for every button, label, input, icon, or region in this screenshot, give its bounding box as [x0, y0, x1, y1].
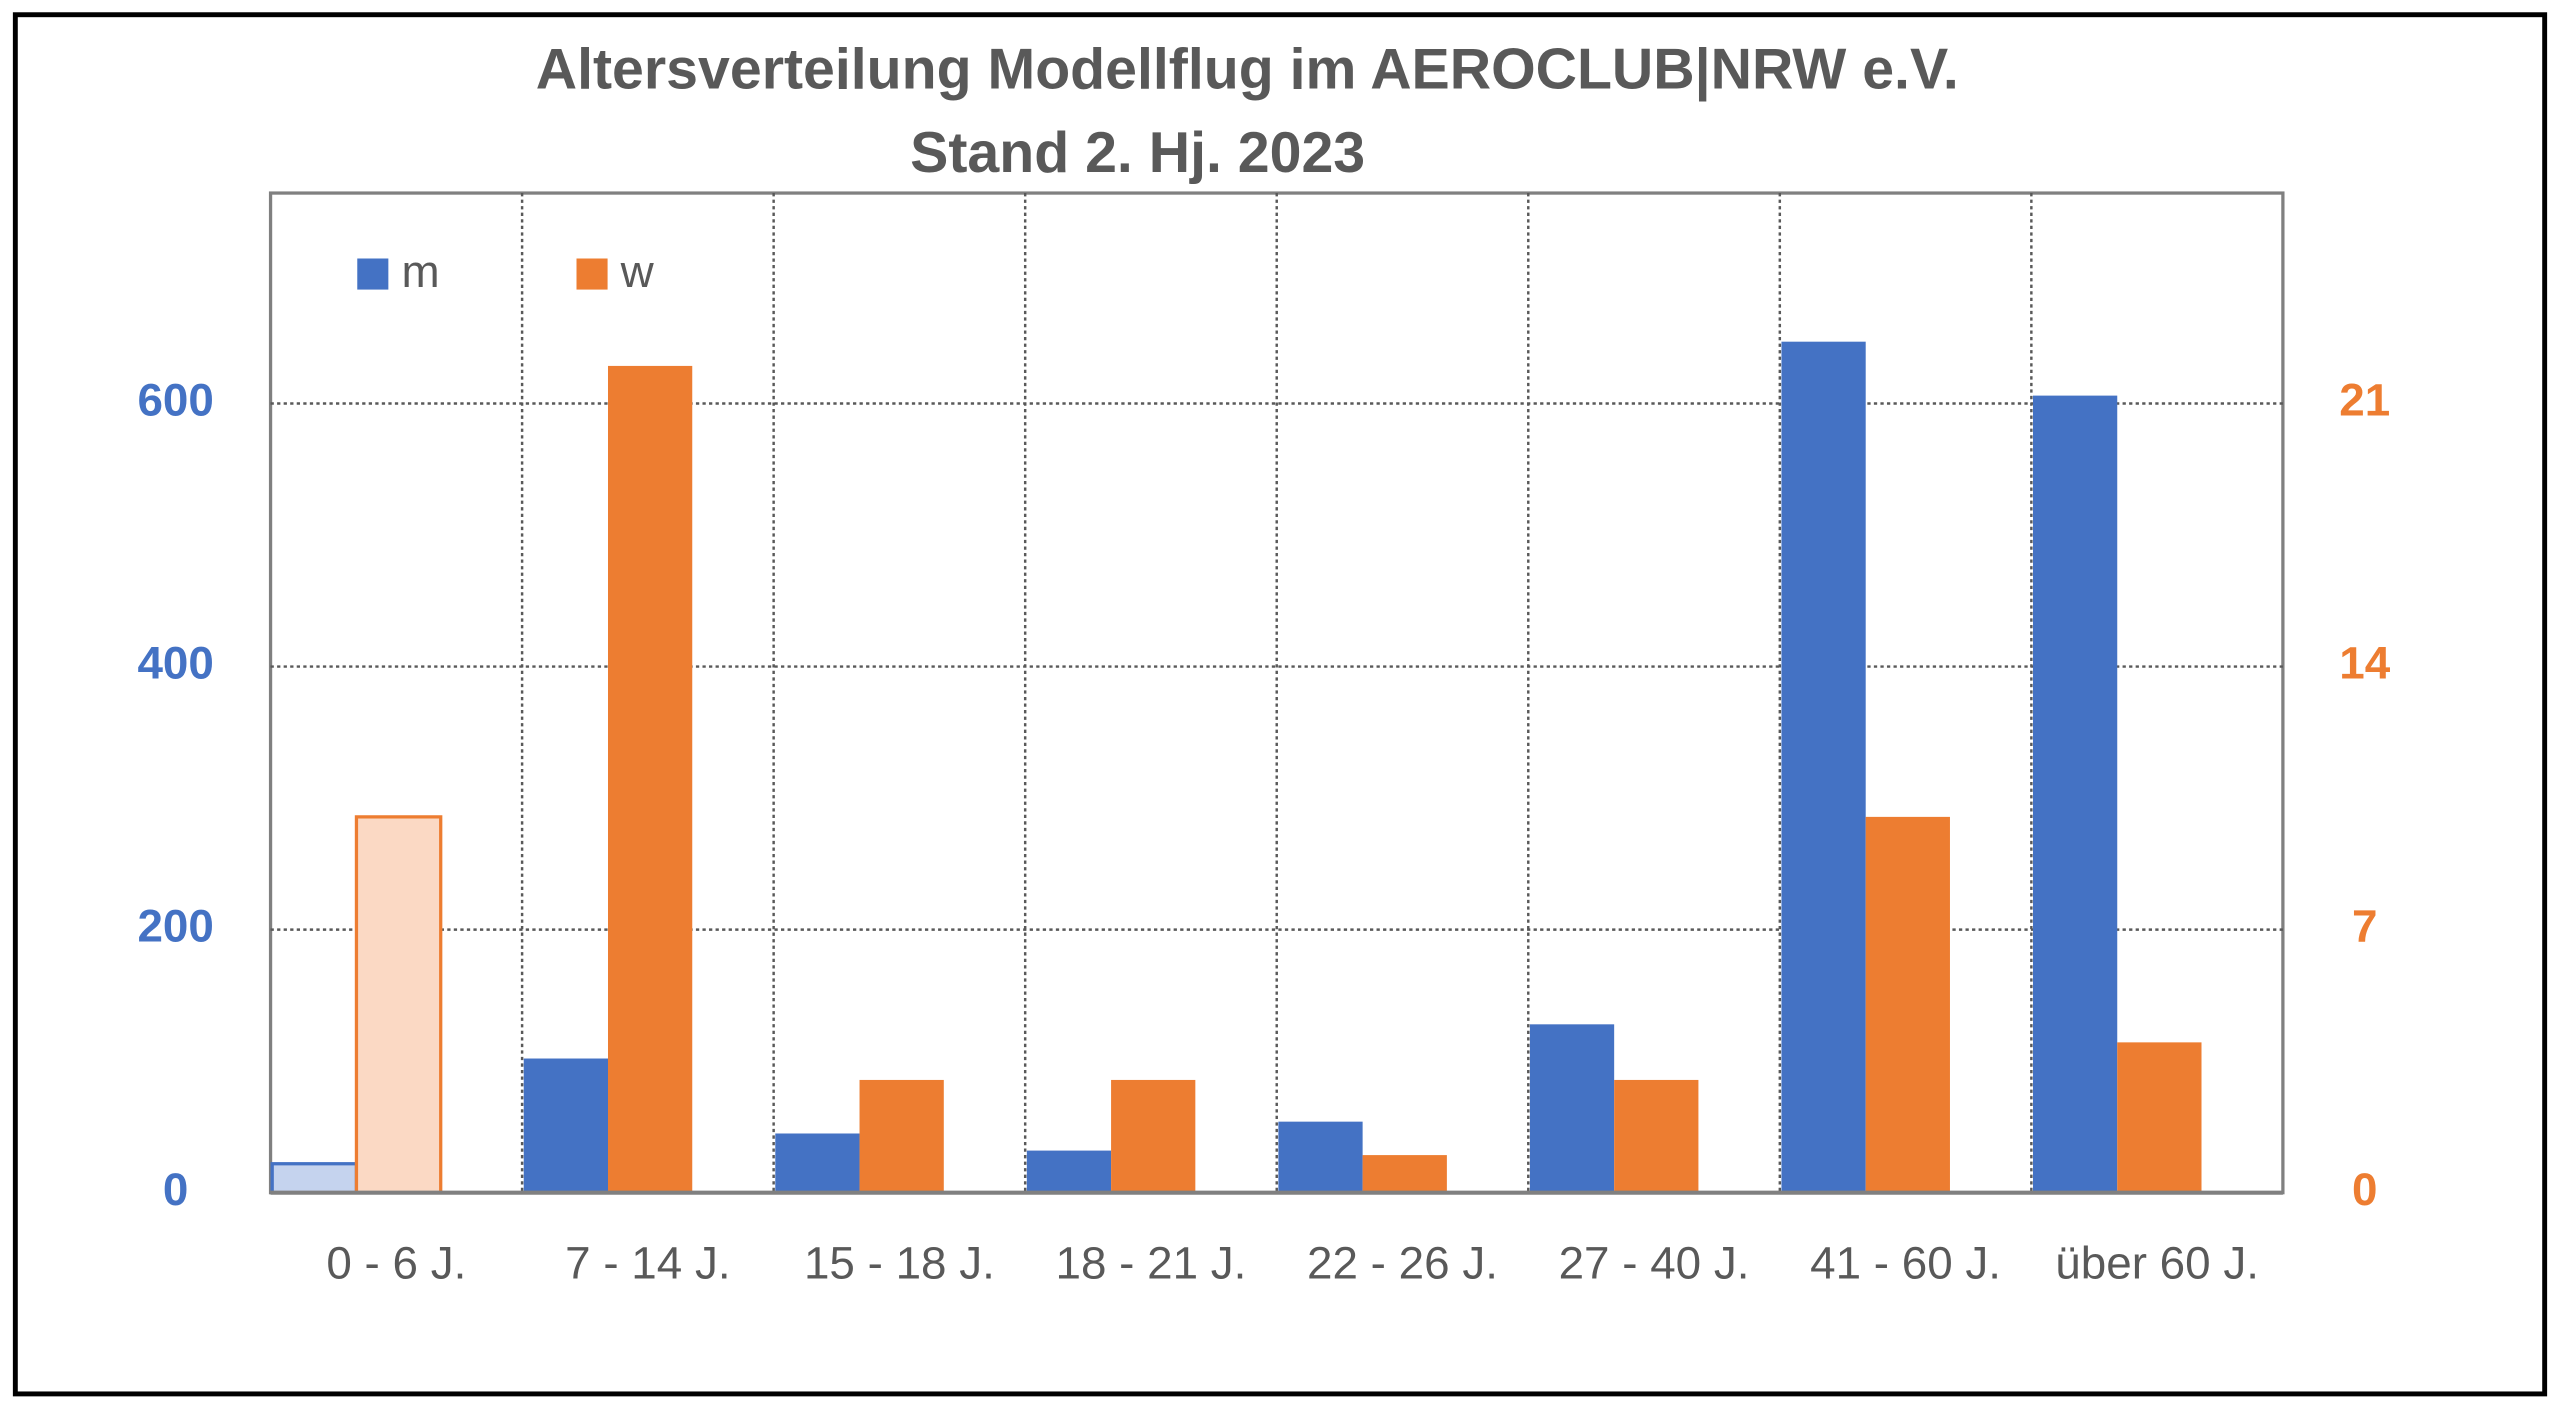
legend-label: w: [620, 246, 655, 297]
x-tick-label: über 60 J.: [2055, 1237, 2259, 1288]
bar: [270, 1162, 359, 1195]
bar: [354, 815, 443, 1195]
bar: [1278, 1121, 1363, 1193]
y2-tick-label: 0: [2352, 1164, 2377, 1215]
bar: [607, 365, 693, 1193]
x-tick-label: 27 - 40 J.: [1559, 1237, 1750, 1288]
x-tick-label: 0 - 6 J.: [326, 1237, 466, 1288]
bar: [1026, 1150, 1112, 1193]
legend-label: m: [401, 246, 439, 297]
x-tick-label: 7 - 14 J.: [565, 1237, 730, 1288]
x-tick-label: 22 - 26 J.: [1307, 1237, 1498, 1288]
x-tick-label: 41 - 60 J.: [1810, 1237, 2001, 1288]
y-tick-label: 200: [137, 901, 213, 952]
chart-subtitle: Stand 2. Hj. 2023: [910, 121, 1365, 185]
y-tick-label: 600: [137, 375, 213, 426]
y-tick-label: 0: [163, 1164, 188, 1215]
chart-title: Altersverteilung Modellflug im AEROCLUB|…: [536, 38, 1959, 102]
bar: [1614, 1079, 1699, 1193]
bar: [859, 1079, 944, 1193]
y2-tick-label: 21: [2339, 375, 2390, 426]
bar: [523, 1058, 608, 1193]
y2-tick-label: 14: [2339, 638, 2390, 689]
y-tick-label: 400: [137, 638, 213, 689]
bar: [1111, 1079, 1196, 1193]
bar: [2032, 395, 2118, 1193]
legend-swatch: [357, 258, 389, 290]
y2-tick-label: 7: [2352, 901, 2377, 952]
bar: [2117, 1042, 2202, 1193]
x-tick-label: 18 - 21 J.: [1055, 1237, 1246, 1288]
bar: [1529, 1024, 1615, 1193]
bar: [1865, 816, 1950, 1193]
legend-swatch: [576, 258, 608, 290]
bar: [775, 1133, 860, 1193]
bar: [1781, 341, 1866, 1193]
bar: [1362, 1155, 1447, 1193]
x-tick-label: 15 - 18 J.: [804, 1237, 995, 1288]
